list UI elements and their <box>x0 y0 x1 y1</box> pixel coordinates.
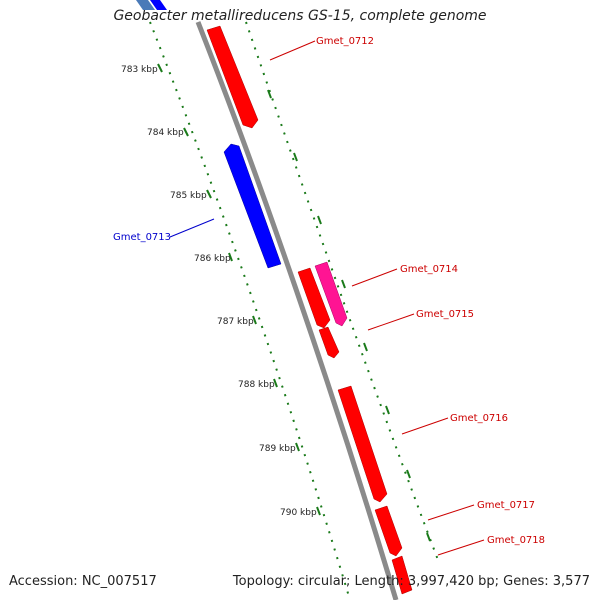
gene-partial-top-blue <box>150 0 167 10</box>
gene-label[interactable]: Gmet_0716 <box>450 413 508 424</box>
kbp-label: 786 kbp <box>194 254 231 264</box>
kbp-label: 787 kbp <box>217 317 254 327</box>
tick-mark <box>183 127 189 137</box>
gene-gmet-0715-a[interactable] <box>297 267 331 329</box>
gene-gmet-0715-b[interactable] <box>318 326 340 359</box>
tick-mark <box>206 189 212 199</box>
tick-mark <box>228 252 233 262</box>
kbp-label: 785 kbp <box>170 191 207 201</box>
tick-marks <box>157 63 321 516</box>
kbp-label: 784 kbp <box>147 128 184 138</box>
gene-label[interactable]: Gmet_0717 <box>477 500 535 511</box>
kbp-label: 783 kbp <box>121 65 158 75</box>
inner-tick-track <box>149 21 351 600</box>
kbp-labels: 783 kbp 784 kbp 785 kbp 786 kbp 787 kbp … <box>121 65 317 518</box>
genome-summary-text: Topology: circular; Length: 3,997,420 bp… <box>232 574 590 589</box>
gene-partial-top-blue-light <box>136 0 155 10</box>
outer-tick-track <box>245 21 439 561</box>
outer-tick-marks <box>267 89 431 542</box>
tick-mark <box>316 506 321 516</box>
tick-mark <box>157 63 163 73</box>
label-leaders <box>169 40 485 556</box>
accession-text: Accession: NC_007517 <box>9 574 157 589</box>
kbp-label: 788 kbp <box>238 380 275 390</box>
genome-title: Geobacter metallireducens GS-15, complet… <box>113 8 487 24</box>
kbp-label: 790 kbp <box>280 508 317 518</box>
tick-mark <box>252 315 257 325</box>
gene-gmet-0717[interactable] <box>374 505 403 557</box>
gene-gmet-0713[interactable] <box>223 143 282 269</box>
genome-backbone <box>195 21 399 600</box>
gene-gmet-0714[interactable] <box>314 261 348 327</box>
gene-label[interactable]: Gmet_0713 <box>113 232 171 243</box>
tick-mark <box>295 442 300 452</box>
kbp-label: 789 kbp <box>259 444 296 454</box>
tick-mark <box>273 378 278 388</box>
gene-label[interactable]: Gmet_0715 <box>416 309 474 320</box>
gene-gmet-0718[interactable] <box>391 555 413 595</box>
gene-gmet-0716[interactable] <box>337 385 388 503</box>
gene-label[interactable]: Gmet_0712 <box>316 36 374 47</box>
gene-gmet-0712[interactable] <box>206 25 259 129</box>
gene-label[interactable]: Gmet_0718 <box>487 535 545 546</box>
gene-label[interactable]: Gmet_0714 <box>400 264 458 275</box>
